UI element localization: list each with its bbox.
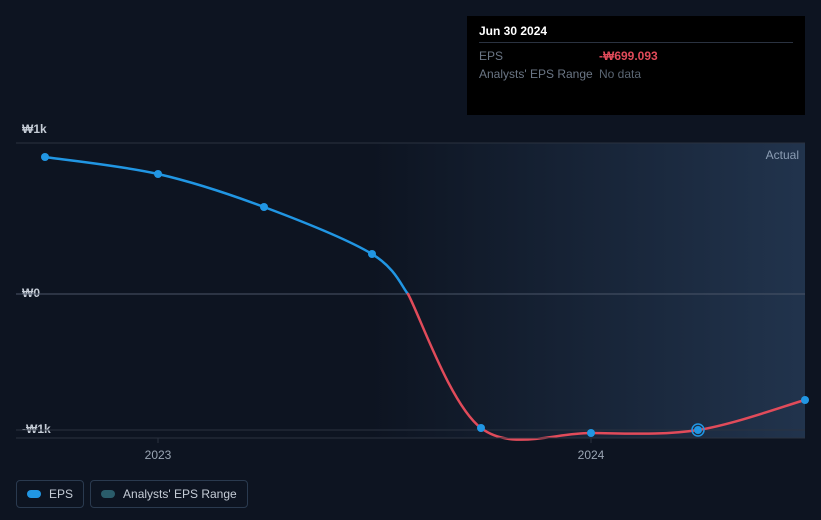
tooltip-row-label: Analysts' EPS Range	[479, 67, 599, 81]
legend-swatch-icon	[101, 490, 115, 498]
tooltip-row-value: No data	[599, 67, 641, 81]
chart-tooltip: Jun 30 2024 EPS -₩699.093 Analysts' EPS …	[467, 16, 805, 115]
legend-swatch-icon	[27, 490, 41, 498]
legend-item-analysts-range[interactable]: Analysts' EPS Range	[90, 480, 248, 508]
tooltip-row-label: EPS	[479, 49, 599, 63]
tooltip-row: Analysts' EPS Range No data	[479, 65, 793, 83]
legend-item-eps[interactable]: EPS	[16, 480, 84, 508]
tooltip-row-value: -₩699.093	[599, 49, 658, 63]
legend-item-label: Analysts' EPS Range	[123, 487, 237, 501]
chart-container: ₩1k ₩0 -₩1k Actual 2023 2024 Jun 30 2024…	[0, 0, 821, 520]
legend-item-label: EPS	[49, 487, 73, 501]
tooltip-date: Jun 30 2024	[479, 24, 793, 43]
tooltip-row: EPS -₩699.093	[479, 47, 793, 65]
chart-legend: EPS Analysts' EPS Range	[16, 480, 248, 508]
